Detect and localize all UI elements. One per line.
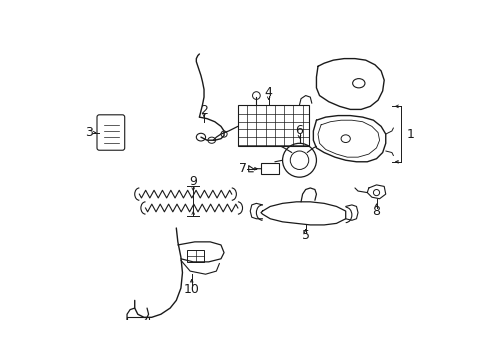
Text: 7: 7 [238,162,246,175]
Bar [187,249,203,262]
Text: 1: 1 [406,127,413,140]
Text: 10: 10 [183,283,199,296]
Text: 9: 9 [189,175,197,188]
Text: 3: 3 [84,126,92,139]
Bar [127,317,148,322]
Bar [261,163,279,174]
Text: 2: 2 [200,104,207,117]
Text: 8: 8 [372,204,380,217]
Text: 4: 4 [264,86,272,99]
Bar [238,105,308,147]
Text: 5: 5 [301,229,309,242]
Text: 6: 6 [295,125,303,138]
